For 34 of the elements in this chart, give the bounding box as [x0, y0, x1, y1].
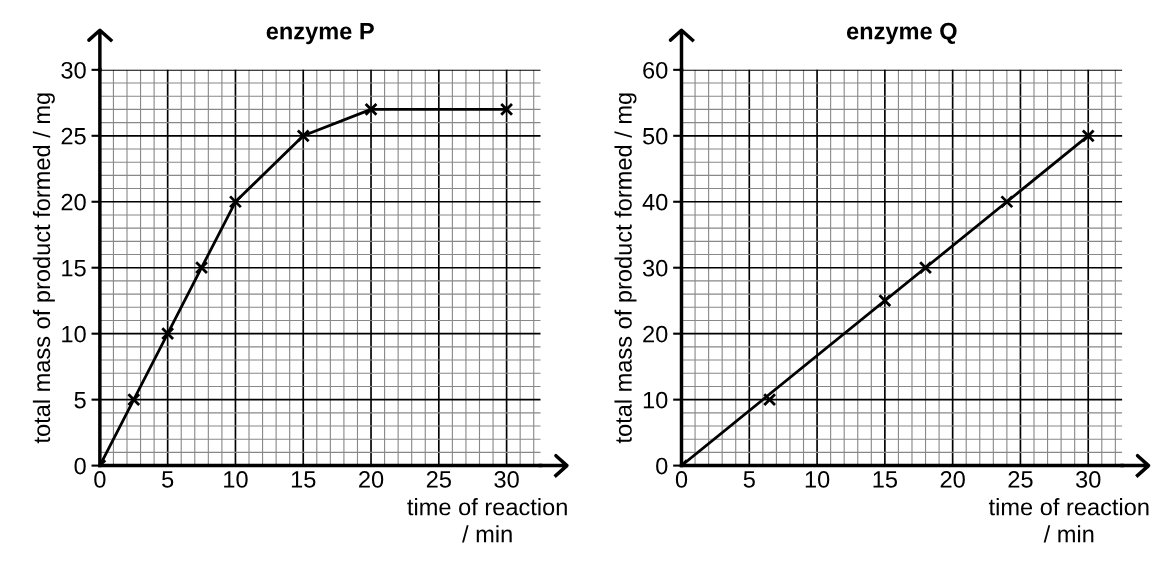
y-axis-title: total mass of product formed / mg: [614, 93, 637, 444]
y-tick-label: 40: [642, 193, 668, 211]
x-axis-title: time of reaction / min: [988, 498, 1149, 543]
x-axis-title: time of reaction / min: [407, 498, 567, 543]
y-tick-label: 5: [74, 391, 86, 409]
x-tick-label: 20: [940, 471, 965, 488]
x-tick-label: 30: [1076, 471, 1101, 488]
x-tick-label: 20: [359, 471, 384, 488]
x-tick-label: 5: [162, 471, 174, 488]
y-tick-label: 25: [61, 127, 86, 145]
x-tick-label: 25: [1008, 471, 1033, 488]
y-tick-label: 15: [62, 260, 86, 277]
y-tick-label: 20: [61, 193, 86, 211]
x-tick-label: 10: [224, 471, 248, 488]
x-tick-label: 25: [426, 471, 451, 488]
x-tick-label: 0: [675, 471, 688, 488]
y-tick-label: 30: [61, 61, 86, 79]
y-tick-label: 0: [74, 457, 86, 475]
x-tick-label: 30: [494, 471, 519, 488]
x-tick-label: 15: [873, 471, 898, 488]
y-tick-label: 0: [656, 457, 668, 475]
x-tick-label: 10: [805, 471, 830, 488]
chart-title: enzyme Q: [846, 22, 957, 45]
y-tick-label: 60: [643, 61, 668, 79]
y-tick-label: 10: [643, 391, 668, 409]
x-tick-label: 15: [291, 471, 316, 488]
y-axis-title: total mass of product formed / mg: [32, 93, 55, 444]
y-tick-label: 50: [642, 127, 668, 145]
x-tick-label: 5: [743, 471, 755, 488]
y-tick-label: 10: [62, 325, 86, 343]
chart-title: enzyme P: [266, 23, 374, 45]
y-tick-label: 30: [642, 259, 668, 277]
y-tick-label: 20: [643, 325, 668, 343]
x-tick-label: 0: [94, 471, 106, 488]
